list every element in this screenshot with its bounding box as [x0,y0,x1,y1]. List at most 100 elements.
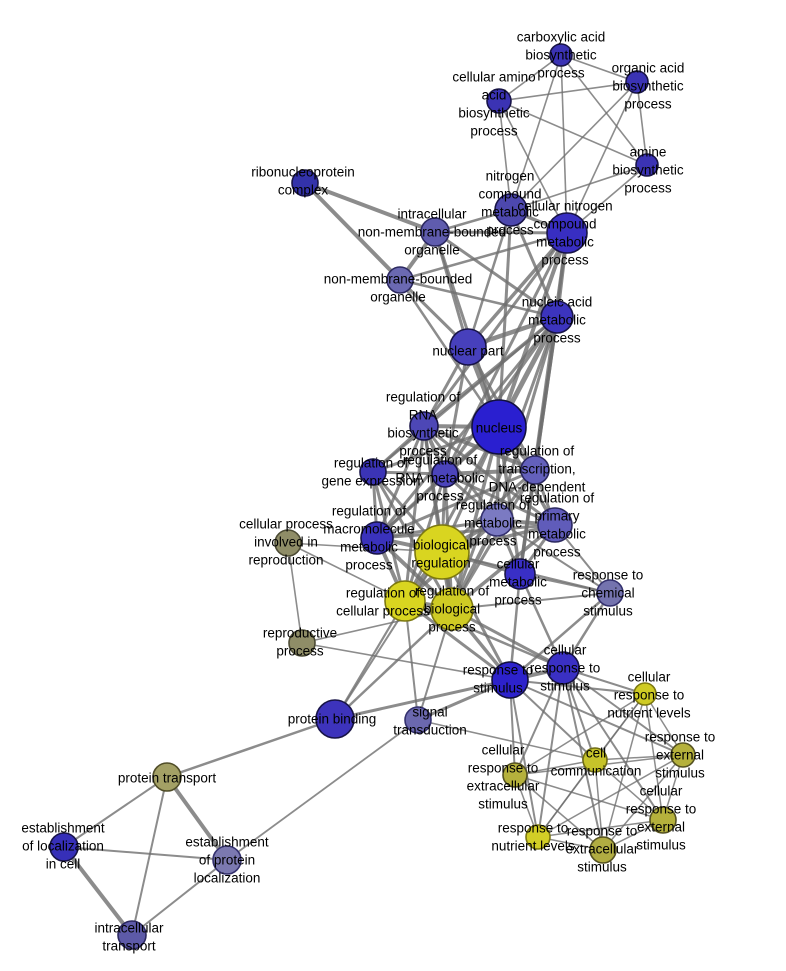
node-cellular-response-to-nutrient-levels[interactable] [633,682,657,706]
node-regulation-of-cellular-process[interactable] [384,580,426,622]
node-regulation-of-biological-process[interactable] [430,587,474,631]
node-response-to-chemical-stimulus[interactable] [596,579,624,607]
node-cell-communication[interactable] [582,747,608,773]
edge-nucleus--regulation-of-biological-process [450,426,501,610]
edge-establishment-of-protein-localization--intracellular-transport [131,859,228,936]
node-nucleic-acid-metabolic-process[interactable] [540,300,574,334]
edge-organic-acid-biosynthetic-process--amine-biosynthetic-process [636,81,648,166]
edge-response-to-stimulus--protein-binding [334,678,511,721]
edge-cellular-response-to-stimulus--response-to-external-stimulus [562,667,684,756]
edge-biological-regulation--protein-binding [334,551,443,720]
node-regulation-of-rna-metabolic-process[interactable] [431,460,459,488]
edge-cellular-metabolic-process--cellular-response-to-stimulus [518,573,565,669]
node-nucleus[interactable] [471,399,527,455]
node-label-cellular-response-to-extracellular-stimulus: cellular response to extracellular stimulus [467,743,540,812]
node-label-establishment-of-protein-localization: establishment of protein localization [185,835,269,886]
edge-cellular-amino-acid-biosynthetic-process--amine-biosynthetic-process [498,100,648,166]
edge-cellular-amino-acid-biosynthetic-process--nitrogen-compound-metabolic-process [498,100,512,211]
edge-regulation-of-cellular-process--cellular-process-involved-in-reproduction [287,542,406,602]
edge-regulation-of-rna-biosynthetic-process--regulation-of-transcription-dna-dependent [423,424,536,472]
edge-cellular-response-to-extracellular-stimulus--cell-communication [514,759,596,776]
edge-cellular-response-to-nutrient-levels--cellular-response-to-extracellular-stimulus [514,693,646,776]
edge-intracellular-non-membrane-bounded-organelle--cellular-nitrogen-compound-metabolic-process [434,230,568,235]
edge-nitrogen-compound-metabolic-process--nuclear-part [466,209,513,348]
edge-cellular-process-involved-in-reproduction--reproductive-process [287,542,303,644]
node-regulation-of-rna-biosynthetic-process[interactable] [409,411,439,441]
edge-regulation-of-rna-metabolic-process--regulation-of-primary-metabolic-process [444,472,556,527]
node-regulation-of-gene-expression[interactable] [359,458,387,486]
node-protein-transport[interactable] [152,762,182,792]
node-label-regulation-of-rna-biosynthetic-process: regulation of RNA biosynthetic process [386,390,461,459]
edge-carboxylic-acid-biosynthetic-process--nitrogen-compound-metabolic-process [510,54,562,211]
node-intracellular-non-membrane-bounded-organelle[interactable] [420,217,450,247]
node-label-protein-binding: protein binding [288,712,377,727]
node-response-to-extracellular-stimulus[interactable] [589,836,617,864]
node-response-to-nutrient-levels[interactable] [525,824,551,850]
node-label-cellular-process-involved-in-reproduction: cellular process involved in reproduction [239,517,333,568]
node-response-to-external-stimulus[interactable] [670,742,696,768]
edge-intracellular-non-membrane-bounded-organelle--nucleic-acid-metabolic-process [434,230,558,319]
node-organic-acid-biosynthetic-process[interactable] [625,70,649,94]
node-cellular-nitrogen-compound-metabolic-process[interactable] [546,212,588,254]
node-cellular-metabolic-process[interactable] [504,558,536,590]
edge-cellular-nitrogen-compound-metabolic-process--nuclear-part [466,231,569,349]
node-label-non-membrane-bounded-organelle: non-membrane-bounded organelle [324,272,473,305]
node-regulation-of-primary-metabolic-process[interactable] [537,507,573,543]
node-label-amine-biosynthetic-process: amine biosynthetic process [612,145,684,196]
edge-response-to-external-stimulus--response-to-extracellular-stimulus [602,754,684,851]
node-label-nuclear-part: nuclear part [432,344,504,359]
edge-nucleic-acid-metabolic-process--regulation-of-rna-metabolic-process [443,315,559,476]
node-amine-biosynthetic-process[interactable] [635,153,659,177]
node-signal-transduction[interactable] [404,706,432,734]
node-label-regulation-of-metabolic-process: regulation of metabolic process [456,498,531,549]
node-cellular-amino-acid-biosynthetic-process[interactable] [486,88,512,114]
node-reproductive-process[interactable] [288,629,316,657]
node-label-ribonucleoprotein-complex: ribonucleoprotein complex [251,165,355,198]
node-label-response-to-chemical-stimulus: response to chemical stimulus [573,568,644,619]
node-nuclear-part[interactable] [449,328,487,366]
node-non-membrane-bounded-organelle[interactable] [386,266,414,294]
node-protein-binding[interactable] [315,699,355,739]
node-regulation-of-macromolecule-metabolic-process[interactable] [360,521,394,555]
node-biological-regulation[interactable] [414,524,470,580]
node-cellular-response-to-extracellular-stimulus[interactable] [502,762,528,788]
node-ribonucleoprotein-complex[interactable] [291,169,319,197]
node-intracellular-transport[interactable] [117,920,147,950]
node-label-regulation-of-cellular-process: regulation of cellular process [336,586,430,619]
edge-regulation-of-transcription-dna-dependent--regulation-of-rna-metabolic-process [444,468,536,476]
node-carboxylic-acid-biosynthetic-process[interactable] [549,43,573,67]
node-label-intracellular-non-membrane-bounded-organelle: intracellular non-membrane-bounded organel… [358,207,507,258]
edge-ribonucleoprotein-complex--non-membrane-bounded-organelle [303,181,402,282]
node-label-biological-regulation: biological regulation [411,538,470,571]
edge-nitrogen-compound-metabolic-process--nucleic-acid-metabolic-process [509,209,559,318]
edge-regulation-of-metabolic-process--response-to-chemical-stimulus [496,519,611,594]
node-regulation-of-transcription-dna-dependent[interactable] [520,455,550,485]
node-label-response-to-external-stimulus: response to external stimulus [645,730,716,781]
edge-carboxylic-acid-biosynthetic-process--cellular-amino-acid-biosynthetic-process [498,54,562,102]
edge-cellular-amino-acid-biosynthetic-process--organic-acid-biosynthetic-process [498,81,638,102]
edge-cellular-response-to-nutrient-levels--response-to-extracellular-stimulus [602,693,646,851]
node-cellular-process-involved-in-reproduction[interactable] [274,529,302,557]
edge-organic-acid-biosynthetic-process--cellular-nitrogen-compound-metabolic-process [566,81,638,234]
node-label-reproductive-process: reproductive process [263,626,337,659]
node-label-nucleic-acid-metabolic-process: nucleic acid metabolic process [522,295,593,346]
node-label-nucleus: nucleus [476,421,523,436]
edge-regulation-of-biological-process--response-to-chemical-stimulus [451,592,611,610]
node-label-response-to-stimulus: response to stimulus [463,663,534,696]
node-response-to-stimulus[interactable] [491,661,529,699]
edge-establishment-of-protein-localization--signal-transduction [226,719,419,861]
edge-signal-transduction--cell-communication [417,719,596,761]
edge-non-membrane-bounded-organelle--cellular-nitrogen-compound-metabolic-process [399,231,568,282]
node-label-nitrogen-compound-metabolic-process: nitrogen compound metabolic process [478,169,541,238]
node-label-establishment-of-localization-in-cell: establishment of localization in cell [21,821,105,872]
node-nitrogen-compound-metabolic-process[interactable] [494,193,528,227]
node-regulation-of-metabolic-process[interactable] [480,503,514,537]
node-establishment-of-protein-localization[interactable] [212,845,242,875]
node-cellular-response-to-external-stimulus[interactable] [649,806,677,834]
node-establishment-of-localization-in-cell[interactable] [49,832,79,862]
edge-regulation-of-gene-expression--regulation-of-biological-process [371,471,454,610]
node-cellular-response-to-stimulus[interactable] [546,651,580,685]
edge-response-to-chemical-stimulus--response-to-stimulus [509,592,611,681]
node-label-cellular-nitrogen-compound-metabolic-process: cellular nitrogen compound metabolic proces… [517,199,612,268]
nodes-layer [49,43,696,950]
